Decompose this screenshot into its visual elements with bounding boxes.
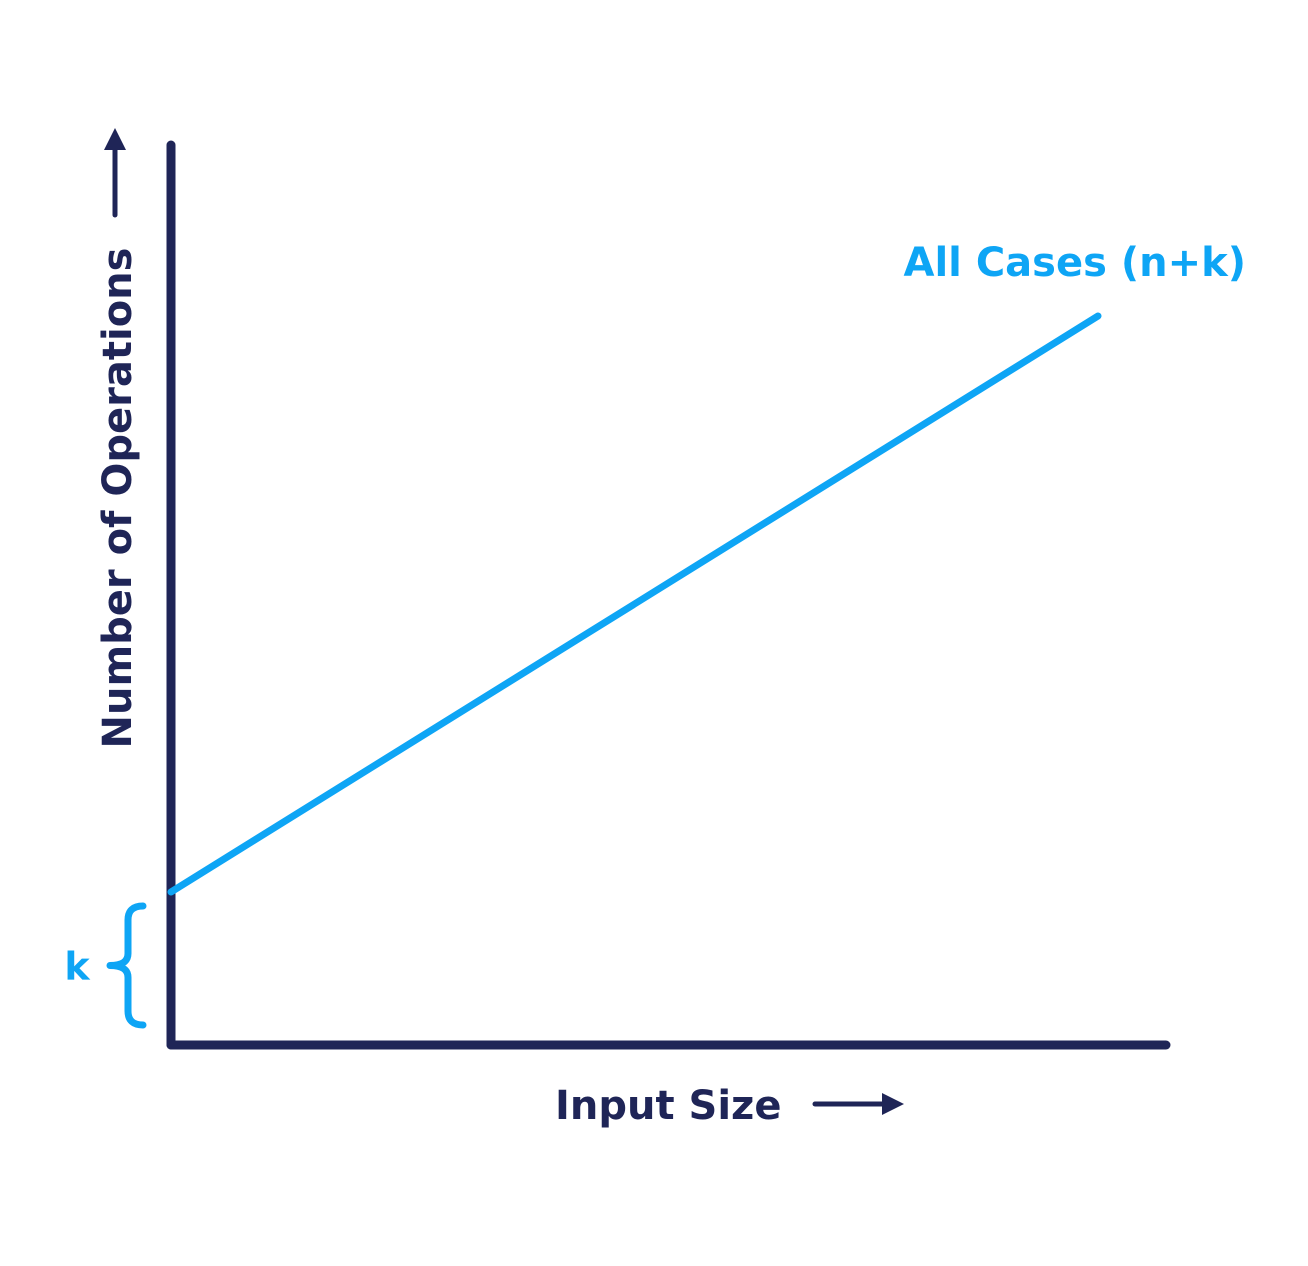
series-layer: All Cases (n+k) bbox=[167, 240, 1246, 896]
y-axis-label: Number of Operations bbox=[95, 248, 141, 749]
k-label: k bbox=[64, 945, 90, 989]
series-line-0 bbox=[167, 312, 1102, 896]
x-axis-arrow-icon bbox=[812, 1093, 904, 1115]
y-axis-arrow-icon bbox=[104, 128, 126, 218]
x-axis-label: Input Size bbox=[555, 1083, 781, 1129]
series-label-0: All Cases (n+k) bbox=[904, 240, 1246, 286]
k-brace-icon bbox=[106, 902, 147, 1029]
